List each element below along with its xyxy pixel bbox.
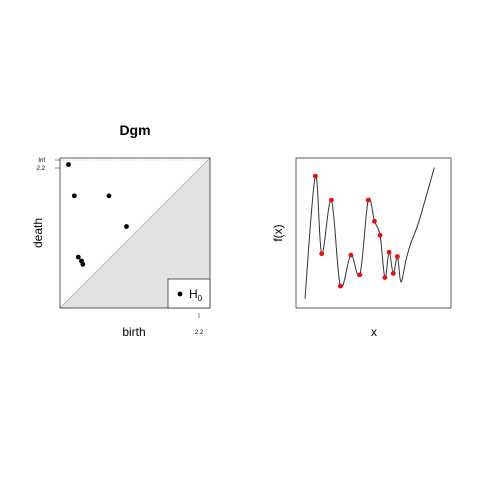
function-line [304, 167, 435, 299]
critical-point [348, 252, 354, 258]
function-panel: x f(x) [271, 157, 452, 339]
diagram-point [66, 162, 71, 167]
critical-point [357, 272, 363, 278]
diagram-point [75, 254, 81, 260]
diagonal-line [59, 157, 211, 309]
critical-point [372, 218, 377, 224]
x-tick-label-2-2: 2.2 [195, 330, 204, 336]
y-axis-label: death [31, 218, 45, 248]
critical-point [319, 251, 325, 257]
diagram-title: Dgm [119, 122, 150, 138]
critical-point [338, 283, 343, 289]
critical-point [377, 232, 383, 238]
legend-label: H0 [189, 287, 203, 303]
critical-point [329, 197, 334, 203]
function-x-axis-label: x [371, 325, 377, 339]
critical-point [313, 173, 318, 179]
diagram-panel: Dgm Inf 2.2 2.2 birth death H0 [31, 122, 211, 339]
function-frame [295, 157, 452, 309]
critical-point [382, 275, 388, 280]
legend-label-subscript: 0 [198, 294, 203, 303]
diagram-point [106, 193, 112, 199]
diagram-points [66, 162, 129, 267]
diagram-point [71, 193, 77, 199]
critical-points [313, 173, 400, 289]
y-tick-label-2-2: 2.2 [37, 166, 46, 172]
x-axis-label: birth [122, 325, 145, 339]
critical-point [390, 271, 396, 276]
legend-label-main: H [189, 287, 198, 301]
diagram-point [80, 261, 86, 267]
critical-point [386, 249, 392, 255]
diagram-point [124, 224, 129, 229]
diagram-frame [59, 157, 211, 309]
legend-box [167, 278, 211, 309]
legend: H0 [167, 278, 211, 309]
critical-point [365, 197, 371, 203]
legend-marker [177, 291, 183, 297]
critical-point [395, 254, 400, 259]
function-y-axis-label: f(x) [271, 224, 285, 241]
y-tick-label-inf: Inf [38, 158, 45, 164]
